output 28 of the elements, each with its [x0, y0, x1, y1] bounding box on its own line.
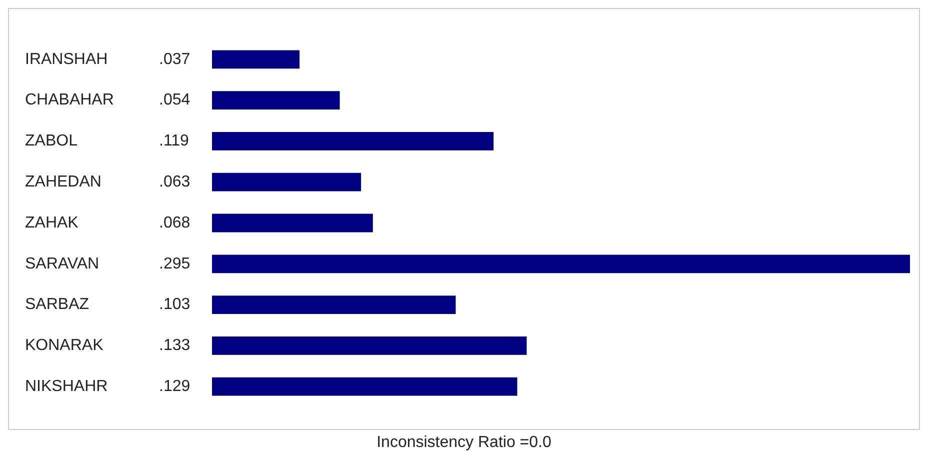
text: Inconsistency Ratio =0.0 — [376, 434, 552, 452]
y-tick-label: ZAHAK — [25, 214, 79, 232]
bar — [212, 254, 910, 274]
bar — [212, 336, 527, 355]
data-label: .129 — [159, 378, 190, 395]
bar — [212, 50, 300, 69]
y-tick-label: IRANSHAH — [25, 50, 108, 68]
data-label: .295 — [159, 255, 190, 272]
data-label: .133 — [159, 337, 190, 354]
data-label: .119 — [159, 132, 190, 150]
bar — [212, 91, 340, 110]
y-tick-label: SARBAZ — [25, 296, 90, 314]
data-label: .037 — [159, 50, 190, 68]
data-label: .054 — [159, 92, 190, 109]
y-tick-label: ZAHEDAN — [25, 174, 102, 191]
y-tick-label: SARAVAN — [25, 255, 100, 272]
y-tick-label: KONARAK — [25, 337, 104, 354]
bar — [212, 214, 373, 232]
data-label: .068 — [159, 214, 190, 232]
data-label: .103 — [159, 296, 190, 314]
y-tick-label: CHABAHAR — [25, 92, 114, 109]
bar — [212, 132, 494, 150]
bar — [212, 296, 456, 314]
y-tick-label: ZABOL — [25, 132, 78, 150]
bar — [212, 172, 362, 192]
y-tick-label: NIKSHAHR — [25, 378, 108, 395]
bar — [212, 377, 518, 396]
data-label: .063 — [159, 174, 190, 191]
